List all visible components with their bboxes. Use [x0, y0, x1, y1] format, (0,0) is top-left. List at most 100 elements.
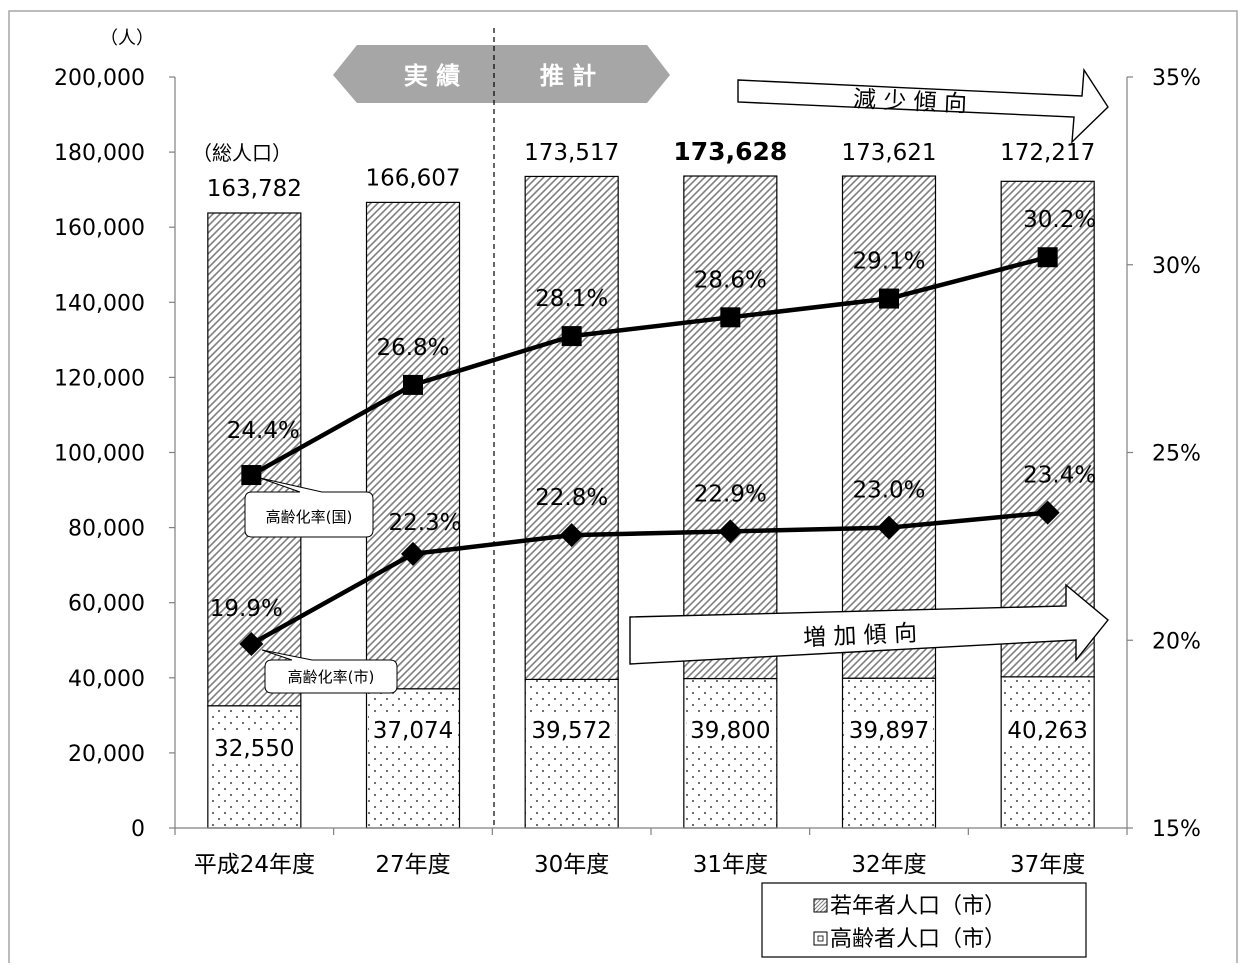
labels-group: 24.4% 26.8% 28.1% 28.6% 29.1% 30.2% 19.9% 22.3%… [207, 137, 1096, 762]
line-value-label: 30.2% [1023, 207, 1096, 233]
bar-elderly [524, 678, 619, 829]
x-tick-label: 27年度 [375, 852, 450, 878]
y-tick-label: 160,000 [54, 216, 145, 241]
bar-young [524, 175, 619, 681]
actual-label: 実 績 [404, 62, 460, 90]
bar-young [683, 175, 778, 680]
bar-elderly-label: 40,263 [1007, 718, 1087, 744]
chart-frame [8, 10, 1238, 967]
y-tick-label: 80,000 [68, 517, 145, 542]
period-banner: 実 績 推 計 [333, 45, 670, 103]
estimate-banner-shape [494, 45, 670, 103]
y2-tick-label: 35% [1152, 66, 1201, 91]
legend-label-elderly: 高齢者人口（市） [830, 927, 1006, 952]
line-value-label: 22.8% [535, 485, 608, 511]
y-tick-label: 60,000 [68, 592, 145, 617]
legend-label-young: 若年者人口（市） [830, 894, 1006, 919]
x-tick-label: 32年度 [851, 852, 926, 878]
y-tick-label: 140,000 [54, 291, 145, 316]
y-tick-label: 120,000 [54, 366, 145, 391]
line-value-label: 23.4% [1023, 463, 1096, 489]
bar-elderly-label: 39,897 [849, 718, 929, 744]
y-tick-label: 40,000 [68, 667, 145, 692]
bar-elderly [683, 677, 778, 829]
line-value-label: 19.9% [210, 596, 283, 622]
y2-tick-label: 20% [1152, 629, 1201, 654]
y-tick-label: 200,000 [54, 66, 145, 91]
line-value-label: 28.1% [535, 286, 608, 312]
bar-elderly [365, 688, 461, 829]
x-tick-label: 平成24年度 [194, 852, 315, 878]
lines-group [239, 247, 1060, 657]
line-value-label: 22.9% [694, 481, 767, 507]
bar-total-label: 172,217 [1000, 140, 1095, 166]
line-series-city [250, 510, 1048, 646]
line-value-label: 29.1% [852, 249, 925, 275]
x-tick-label: 30年度 [534, 852, 609, 878]
y2-tick-label: 30% [1152, 254, 1201, 279]
line-value-label: 23.0% [852, 478, 925, 504]
callout-national-label: 高齢化率(国) [266, 508, 353, 526]
callout-city-shape [261, 649, 398, 694]
y-tick-label: 180,000 [54, 141, 145, 166]
legend-swatch-elderly-inner [817, 935, 824, 942]
increase-arrow-label: 増 加 傾 向 [803, 621, 918, 652]
decrease-arrow-shape [737, 67, 1109, 144]
estimate-label: 推 計 [540, 62, 596, 90]
line-point-square [720, 307, 741, 328]
line-point-diamond [559, 523, 584, 548]
elderly-label-bg [210, 732, 299, 762]
y-axis-unit-label: （人） [100, 28, 154, 49]
legend: 若年者人口（市） 高齢者人口（市） [761, 882, 1087, 958]
increase-arrow-shape [629, 583, 1109, 665]
y-tick-label: 20,000 [68, 742, 145, 767]
bar-elderly-label: 39,800 [690, 718, 770, 744]
bar-elderly-label: 37,074 [373, 718, 453, 744]
x-tick-label: 31年度 [693, 852, 768, 878]
line-point-diamond [401, 541, 425, 566]
line-point-square [879, 288, 899, 309]
line-value-label: 26.8% [376, 335, 449, 361]
bar-elderly-label: 32,550 [214, 736, 294, 762]
bar-young [841, 175, 937, 679]
axes-group: 0 20,000 40,000 60,000 80,000 100,000 120,000 1… [54, 66, 1201, 878]
line-point-square [403, 374, 423, 395]
callout-city: 高齢化率(市) [261, 649, 398, 694]
callout-national: 高齢化率(国) [244, 477, 374, 538]
line-value-label: 28.6% [694, 267, 767, 293]
elderly-label-bg [686, 714, 775, 744]
bar-elderly [1000, 676, 1095, 829]
line-point-square [241, 465, 262, 486]
line-point-diamond [718, 519, 743, 544]
line-value-label: 24.4% [227, 418, 300, 444]
line-point-diamond [239, 632, 264, 657]
elderly-label-bg [527, 714, 616, 744]
bars-group [207, 175, 1095, 829]
y2-tick-label: 25% [1152, 442, 1201, 467]
callout-city-label: 高齢化率(市) [288, 668, 375, 686]
y-tick-label: 100,000 [54, 442, 145, 467]
line-point-square [561, 326, 582, 347]
line-point-diamond [1035, 500, 1060, 525]
bar-elderly-label: 39,572 [531, 718, 611, 744]
line-point-square [1037, 247, 1058, 268]
bar-total-label: 173,628 [673, 137, 787, 166]
bar-elderly [207, 705, 302, 829]
line-point-diamond [877, 515, 901, 540]
bar-total-label: 173,517 [524, 140, 619, 166]
elderly-label-bg [1003, 714, 1092, 744]
bar-total-label: 166,607 [365, 165, 460, 191]
overlay-group [210, 714, 1092, 762]
line-series-national [250, 255, 1049, 477]
line-value-label: 22.3% [388, 510, 461, 536]
increase-trend-arrow: 増 加 傾 向 [629, 583, 1109, 665]
elderly-label-bg [369, 714, 457, 744]
bar-total-label: 173,621 [841, 140, 936, 166]
y-tick-label: 0 [131, 817, 145, 842]
bar-young [207, 212, 302, 707]
decrease-arrow-label: 減 少 傾 向 [852, 87, 967, 118]
total-population-label: （総人口） [192, 141, 292, 165]
bar-total-label: 163,782 [207, 176, 302, 202]
